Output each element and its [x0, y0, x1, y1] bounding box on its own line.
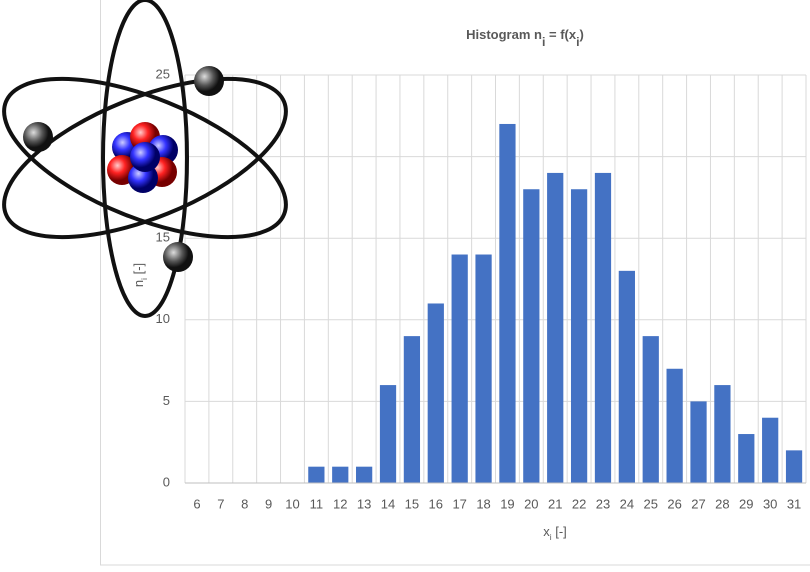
text-part: [-] [552, 524, 567, 539]
text-part: [-] [131, 263, 146, 278]
electron [23, 122, 53, 152]
x-tick-label: 16 [429, 496, 443, 511]
bar [570, 189, 588, 484]
x-tick-label: 25 [644, 496, 658, 511]
y-tick-label: 5 [163, 393, 170, 408]
x-tick-label: 13 [357, 496, 371, 511]
orbit [2, 76, 288, 240]
bar [642, 336, 659, 483]
x-tick-label: 17 [452, 496, 466, 511]
bar [403, 336, 421, 483]
y-tick-label: 0 [163, 474, 170, 489]
electron [194, 66, 224, 96]
subscript: i [542, 35, 545, 49]
subscript: i [550, 532, 552, 542]
bar [690, 401, 707, 483]
y-tick-label: 10 [156, 311, 170, 326]
text-part: Histogram n [466, 27, 542, 42]
x-tick-label: 21 [548, 496, 562, 511]
bar [332, 466, 349, 483]
nucleus [107, 122, 178, 193]
x-tick-label: 12 [333, 496, 347, 511]
x-tick-label: 27 [691, 496, 705, 511]
bar [738, 434, 755, 483]
electron [163, 242, 193, 272]
bar [714, 385, 731, 483]
x-tick-label: 20 [524, 496, 538, 511]
x-tick-label: 10 [285, 496, 299, 511]
subscript: i [576, 35, 579, 49]
bar [451, 254, 468, 483]
bar [475, 254, 492, 483]
bar [547, 172, 564, 484]
bar [762, 417, 779, 483]
x-tick-label: 14 [381, 496, 395, 511]
x-tick-label: 29 [739, 496, 753, 511]
y-tick-label: 15 [156, 230, 170, 245]
x-tick-label: 19 [500, 496, 514, 511]
x-tick-label: 30 [763, 496, 777, 511]
x-axis-label: xi [-] [543, 524, 567, 542]
orbit [101, 0, 189, 318]
bar [427, 303, 444, 483]
x-tick-label: 23 [596, 496, 610, 511]
x-tick-label: 15 [405, 496, 419, 511]
bar [523, 189, 540, 484]
atom-illustration [2, 0, 288, 318]
chart-title: Histogram ni = f(xi) [466, 27, 584, 49]
text-part: x [543, 524, 550, 539]
bar [785, 450, 803, 483]
bar [499, 123, 516, 484]
x-tick-label: 22 [572, 496, 586, 511]
x-tick-label: 6 [193, 496, 200, 511]
bar [594, 172, 612, 484]
x-tick-label: 31 [787, 496, 801, 511]
x-tick-label: 9 [265, 496, 272, 511]
bar [618, 270, 635, 483]
y-tick-label: 25 [156, 66, 170, 81]
x-tick-label: 28 [715, 496, 729, 511]
bar [666, 368, 683, 483]
subscript: i [139, 278, 149, 280]
x-tick-label: 24 [620, 496, 634, 511]
x-tick-label: 18 [476, 496, 490, 511]
y-axis-label: ni [-] [131, 263, 149, 287]
bar [356, 466, 373, 483]
bar [308, 466, 325, 483]
x-tick-label: 26 [667, 496, 681, 511]
orbit [2, 76, 288, 240]
x-tick-label: 11 [310, 496, 324, 511]
bar [379, 385, 397, 483]
text-part: ) [580, 27, 584, 42]
text-part: = f(x [545, 27, 576, 42]
x-tick-label: 8 [241, 496, 248, 511]
plot: 0510152025678910111213141516171819202122… [131, 27, 807, 542]
text-part: n [131, 280, 146, 287]
x-tick-label: 7 [217, 496, 224, 511]
